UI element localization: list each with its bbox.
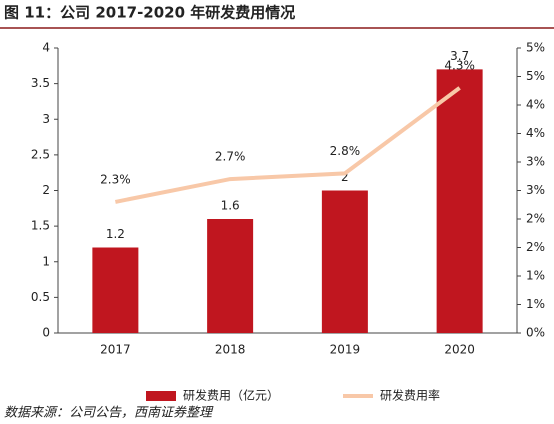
y2-tick-label: 3% (526, 155, 545, 169)
bar-value-label: 1.2 (106, 227, 125, 241)
y2-tick-label: 1% (526, 269, 545, 283)
bar (92, 247, 139, 333)
line-value-label: 2.3% (100, 172, 131, 186)
x-tick-label: 2018 (215, 343, 246, 357)
y-tick-label: 0 (42, 326, 50, 340)
bar-value-label: 3.7 (450, 49, 469, 63)
legend-label: 研发费用率 (380, 388, 440, 403)
y2-tick-label: 2% (526, 240, 545, 254)
bar-value-label: 1.6 (221, 199, 240, 213)
y-tick-label: 2.5 (31, 147, 50, 161)
line-value-label: 2.8% (330, 144, 361, 158)
x-tick-label: 2019 (330, 343, 361, 357)
x-tick-label: 2020 (444, 343, 475, 357)
bar-value-label: 2 (341, 170, 349, 184)
y2-tick-label: 3% (526, 183, 545, 197)
bar (321, 190, 368, 333)
y2-tick-label: 2% (526, 212, 545, 226)
y-tick-label: 2 (42, 183, 50, 197)
y2-tick-label: 4% (526, 98, 545, 112)
y2-tick-label: 1% (526, 297, 545, 311)
y2-tick-label: 0% (526, 326, 545, 340)
legend-label: 研发费用（亿元） (183, 388, 279, 403)
line-value-label: 4.3% (444, 58, 475, 72)
y-tick-label: 3 (42, 112, 50, 126)
y2-tick-label: 4% (526, 126, 545, 140)
y-tick-label: 0.5 (31, 290, 50, 304)
x-tick-label: 2017 (100, 343, 131, 357)
y-tick-label: 1 (42, 254, 50, 268)
source-note: 数据来源：公司公告，西南证券整理 (4, 406, 214, 421)
figure-title: 图 11：公司 2017-2020 年研发费用情况 (4, 4, 295, 22)
legend-swatch (146, 391, 176, 401)
rate-line (114, 86, 461, 204)
line-value-label: 2.7% (215, 150, 246, 164)
y-tick-label: 4 (42, 41, 50, 55)
y-tick-label: 1.5 (31, 219, 50, 233)
y2-tick-label: 5% (526, 41, 545, 55)
bar (207, 219, 254, 333)
y2-tick-label: 5% (526, 69, 545, 83)
bar (436, 69, 483, 333)
y-tick-label: 3.5 (31, 76, 50, 90)
